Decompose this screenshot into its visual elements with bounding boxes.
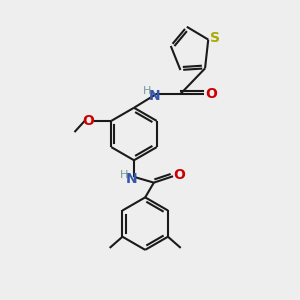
Text: O: O <box>82 114 94 128</box>
Text: N: N <box>149 88 160 103</box>
Text: O: O <box>205 87 217 101</box>
Text: O: O <box>173 168 185 182</box>
Text: S: S <box>210 31 220 45</box>
Text: H: H <box>120 170 129 180</box>
Text: H: H <box>143 86 152 96</box>
Text: N: N <box>126 172 137 186</box>
